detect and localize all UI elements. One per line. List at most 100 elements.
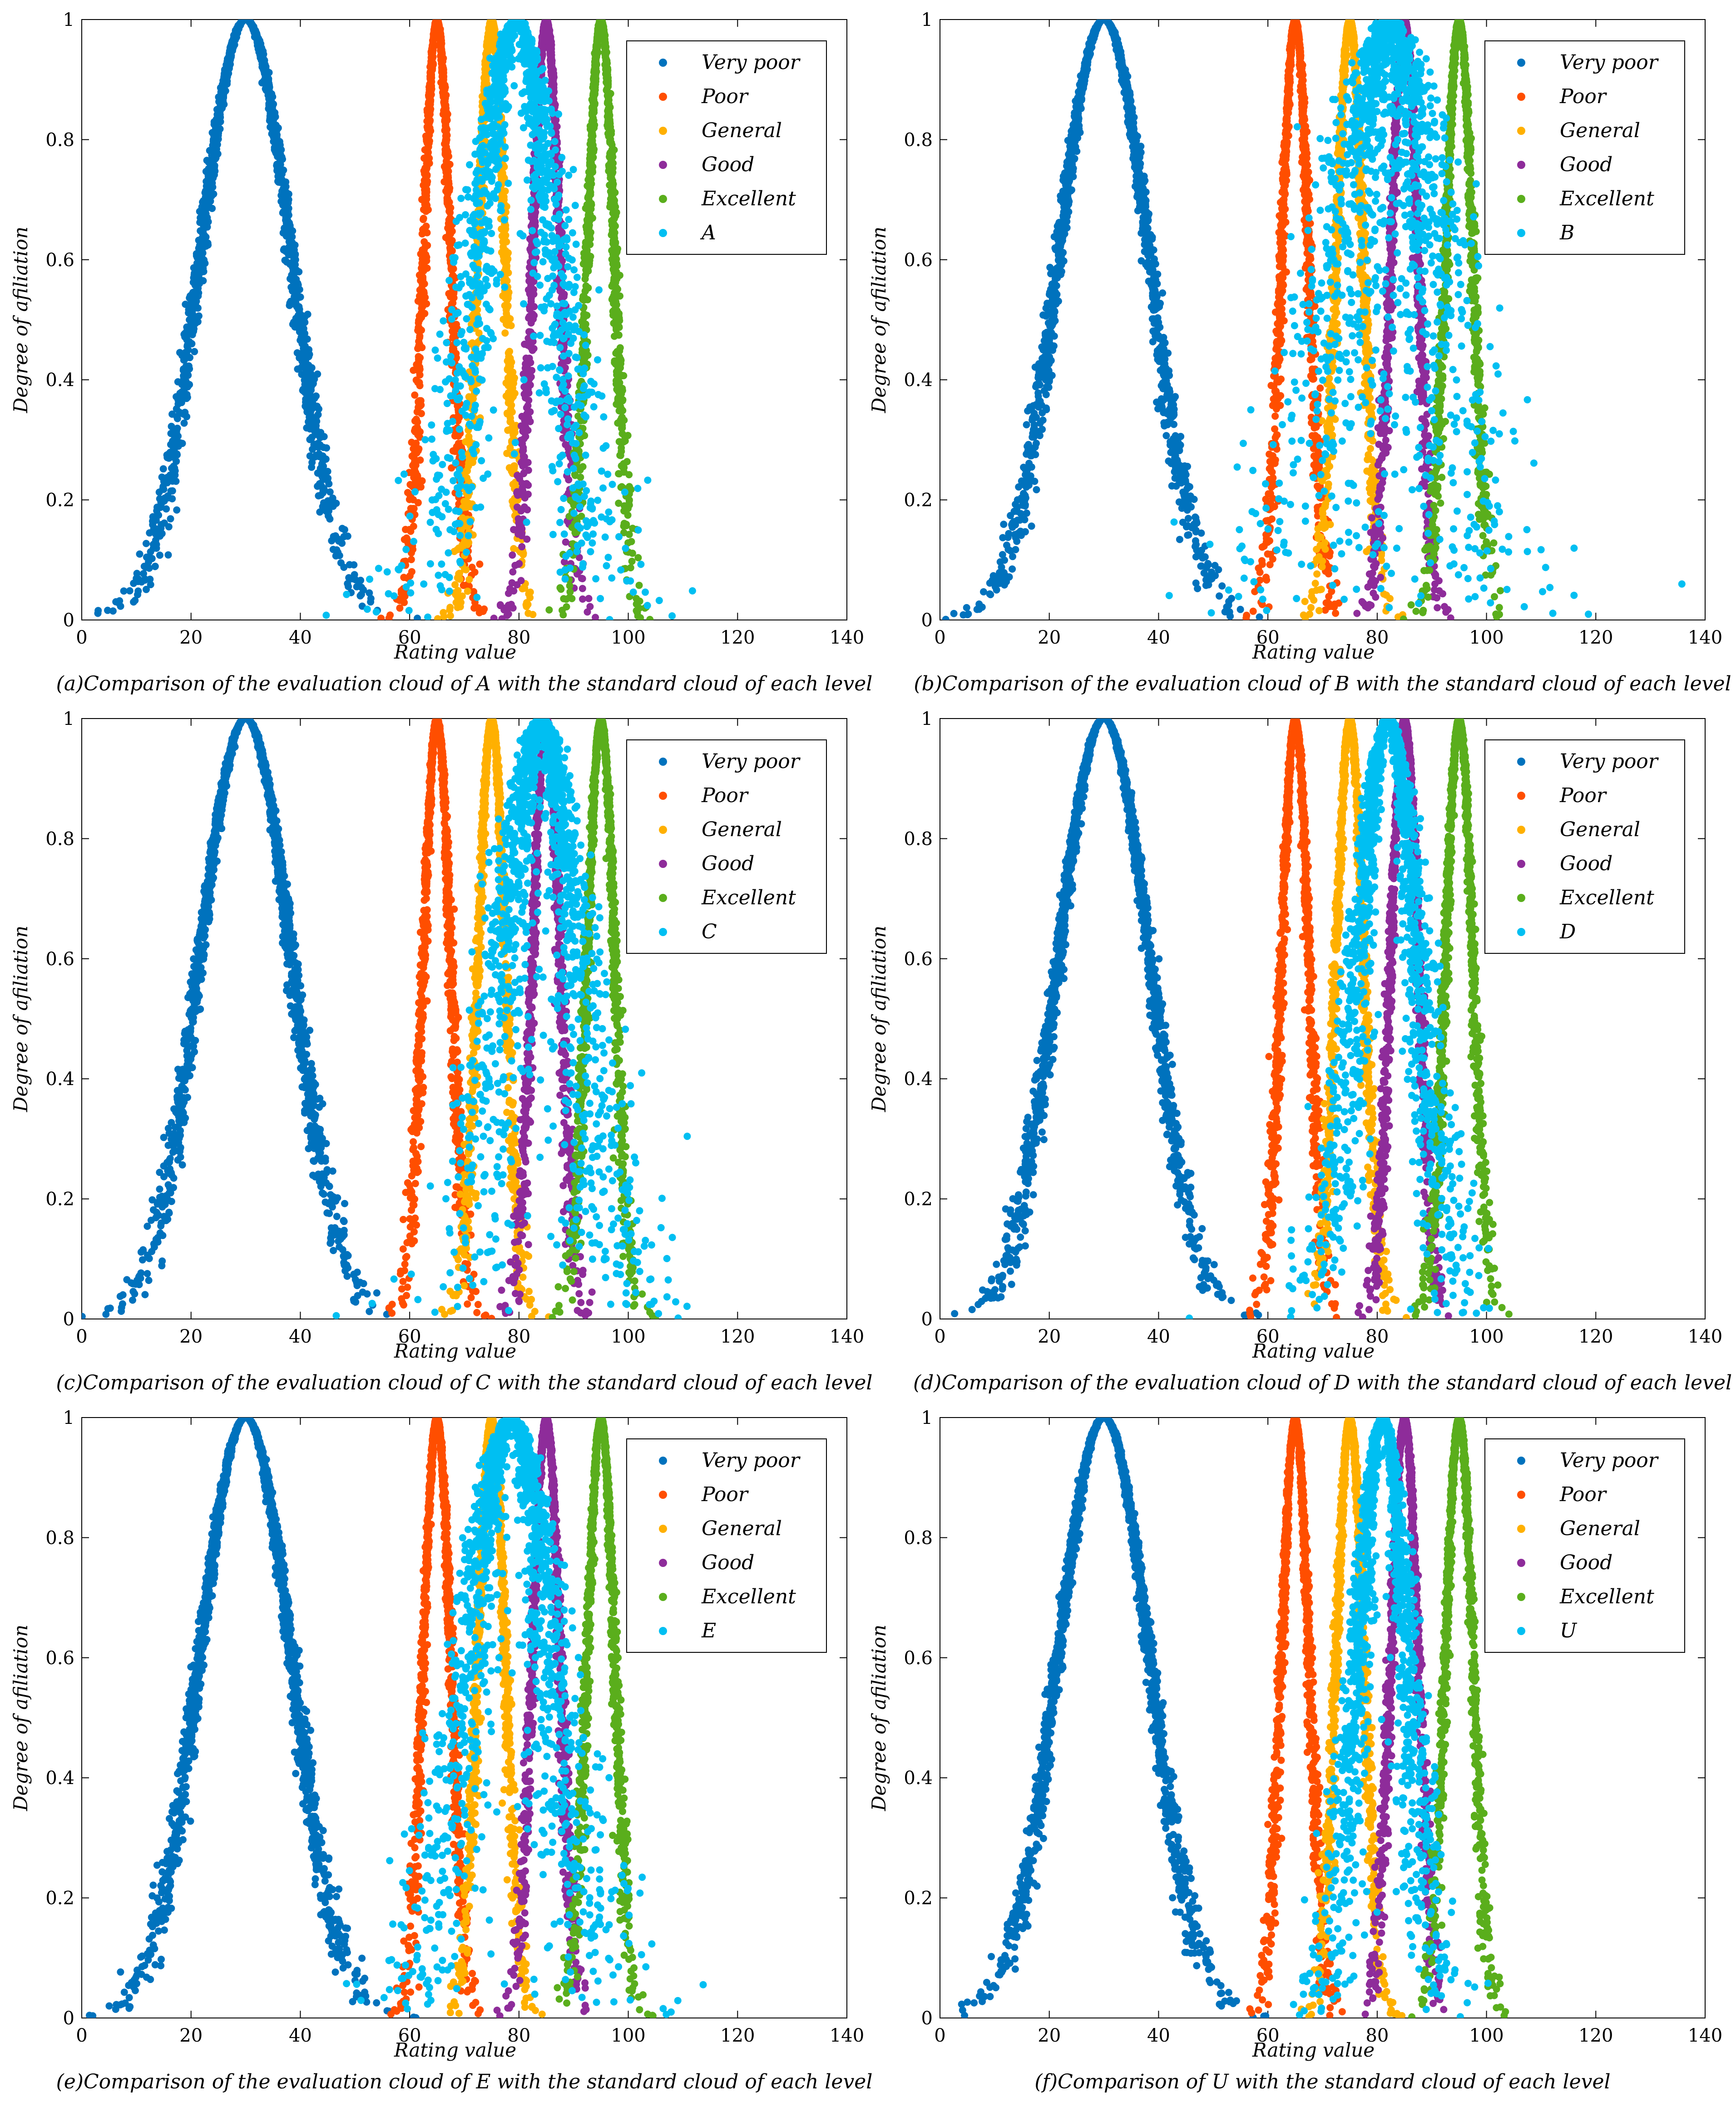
chart-caption: (a)Comparison of the evaluation cloud of…	[56, 672, 873, 695]
cloud-drop	[511, 462, 518, 470]
cloud-drop	[421, 189, 429, 197]
cloud-drop	[502, 264, 509, 272]
cloud-drop	[324, 497, 331, 505]
cloud-drop	[227, 44, 234, 51]
cloud-drop	[194, 281, 202, 288]
cloud-drop	[196, 208, 203, 215]
cloud-drop	[439, 69, 446, 76]
cloud-drop	[499, 233, 506, 240]
cloud-drop	[203, 216, 210, 223]
cloud-drop	[316, 470, 323, 477]
cloud-drop	[415, 356, 422, 363]
cloud-drop	[215, 114, 222, 121]
cloud-drop	[173, 458, 180, 465]
cloud-drop	[408, 556, 415, 563]
cloud-drop	[134, 570, 141, 577]
cloud-drop	[316, 508, 323, 516]
cloud-drop	[510, 545, 517, 552]
cloud-drop	[210, 190, 217, 198]
cloud-drop	[415, 499, 422, 506]
cloud-drop	[423, 136, 430, 143]
cloud-drop	[411, 392, 418, 399]
cloud-drop	[195, 289, 202, 297]
cloud-drop	[506, 348, 513, 355]
cloud-drop	[153, 541, 160, 548]
cloud-drop	[191, 348, 198, 355]
x-tick-label: 140	[830, 627, 864, 648]
cloud-drop	[297, 334, 305, 341]
cloud-drop	[507, 418, 514, 426]
cloud-drop	[189, 303, 197, 311]
cloud-drop	[476, 560, 483, 568]
cloud-drop	[439, 55, 446, 62]
cloud-drop	[367, 598, 374, 605]
cloud-drop	[282, 199, 289, 206]
cloud-drop	[523, 601, 530, 609]
cloud-drop	[414, 615, 421, 622]
cloud-drop	[440, 92, 447, 99]
cloud-drop	[140, 570, 147, 577]
cloud-drop	[465, 576, 473, 583]
cloud-drop	[291, 293, 298, 300]
cloud-drop	[446, 184, 453, 192]
cloud-drop	[302, 375, 309, 382]
cloud-drop	[94, 607, 102, 614]
cloud-drop	[274, 139, 282, 146]
cloud-drop	[420, 215, 427, 222]
cloud-drop	[112, 598, 119, 605]
cloud-drop	[446, 244, 454, 252]
cloud-drop	[465, 433, 472, 440]
cloud-drop	[176, 409, 183, 416]
cloud-drop	[156, 530, 163, 538]
cloud-drop	[499, 193, 506, 201]
cloud-drop	[464, 588, 471, 595]
cloud-drop	[416, 379, 423, 386]
cloud-drop	[323, 444, 330, 451]
cloud-drop	[190, 274, 198, 282]
cloud-drop	[455, 570, 462, 577]
x-axis-label: Rating value	[394, 641, 516, 663]
cloud-drop	[434, 615, 441, 622]
cloud-drop	[167, 515, 174, 522]
cloud-drop	[228, 38, 236, 45]
cloud-drop	[283, 217, 290, 224]
cloud-drop	[265, 80, 272, 87]
cloud-drop	[286, 238, 293, 245]
cloud-drop	[306, 436, 313, 443]
cloud-drop	[280, 185, 287, 192]
cloud-drop	[199, 230, 206, 237]
cloud-drop	[358, 591, 365, 598]
cloud-drop	[442, 115, 449, 122]
cloud-drop	[213, 121, 221, 128]
cloud-drop	[180, 372, 187, 379]
cloud-drop	[406, 572, 414, 580]
cloud-drop	[443, 108, 450, 115]
cloud-drop	[450, 290, 457, 297]
cloud-drop	[440, 609, 447, 616]
cloud-drop	[416, 287, 424, 294]
cloud-drop	[152, 563, 159, 570]
cloud-drop	[396, 605, 403, 612]
cloud-drop	[450, 333, 457, 340]
cloud-drop	[419, 226, 426, 233]
cloud-drop	[415, 447, 422, 454]
cloud-drop	[275, 178, 282, 185]
cloud-drop	[414, 431, 421, 438]
cloud-drop	[507, 401, 514, 408]
y-tick-label: 0.6	[45, 250, 74, 271]
cloud-drop	[198, 247, 205, 254]
cloud-drop	[174, 378, 182, 386]
cloud-drop	[181, 420, 188, 427]
cloud-drop	[445, 153, 452, 160]
cloud-drop	[416, 363, 423, 371]
cloud-drop	[163, 506, 170, 513]
cloud-drop	[419, 255, 426, 263]
cloud-drop	[437, 38, 444, 45]
cloud-drop	[504, 302, 512, 309]
cloud-drop	[408, 439, 415, 446]
cloud-drop	[324, 476, 331, 484]
cloud-drop	[160, 465, 167, 472]
cloud-drop	[173, 432, 180, 440]
cloud-drop	[219, 85, 227, 93]
